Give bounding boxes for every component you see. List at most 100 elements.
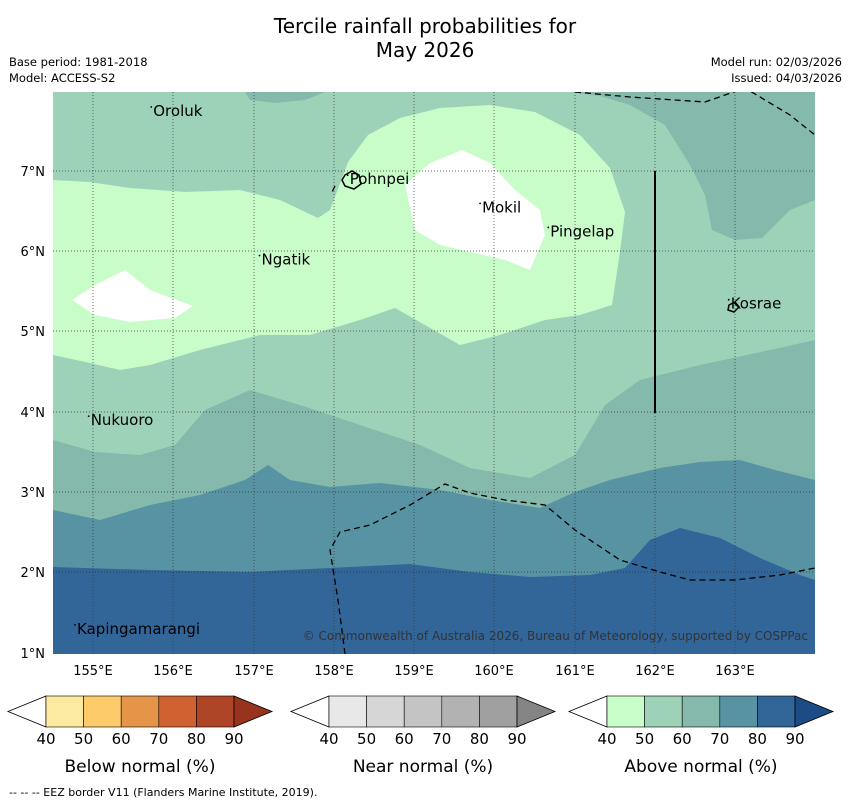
colorbar-segment (158, 695, 197, 728)
model-name: Model: ACCESS-S2 (9, 71, 116, 85)
colorbar-tick: 90 (785, 730, 804, 748)
place-label: Pohnpei (350, 170, 410, 188)
colorbar-tick: 70 (710, 730, 729, 748)
colorbar-over-triangle (794, 695, 835, 728)
x-tick-160: 160°E (474, 664, 514, 679)
colorbar-over-triangle (233, 695, 274, 728)
colorbar-label: Near normal (%) (353, 757, 493, 777)
title-line-1: Tercile rainfall probabilities for (273, 14, 577, 38)
x-tick-158: 158°E (314, 664, 354, 679)
colorbar-tick: 50 (635, 730, 654, 748)
colorbar-label: Above normal (%) (624, 757, 777, 777)
contour-60-top-patch (245, 92, 325, 103)
colorbar-under-triangle (289, 695, 330, 728)
eez-border-south (329, 483, 815, 654)
islands (341, 170, 741, 313)
place-marker (150, 106, 153, 108)
place-marker (547, 226, 550, 229)
eez-footnote: -- -- -- EEZ border V11 (Flanders Marine… (9, 786, 318, 799)
y-tick-1n: 1°N (21, 647, 46, 662)
colorbar-0: 40 50 60 70 80 90 Below normal (%) (6, 695, 274, 777)
issued-date: Issued: 04/03/2026 (731, 71, 842, 85)
colorbar-tick: 50 (74, 730, 93, 748)
x-axis-ticks: 155°E 156°E 157°E 158°E 159°E 160°E 161°… (73, 664, 755, 679)
y-tick-2n: 2°N (21, 566, 46, 581)
probability-contours (53, 92, 815, 654)
base-period: Base period: 1981-2018 (9, 55, 148, 69)
colorbar-legends: 40 50 60 70 80 90 Below normal (%) 40 50 60 70 80 90… (6, 695, 835, 777)
colorbar-segment (757, 695, 796, 728)
colorbar-tick: 80 (187, 730, 206, 748)
y-tick-5n: 5°N (21, 325, 46, 340)
colorbar-tick: 60 (395, 730, 414, 748)
colorbar-segment (196, 695, 235, 728)
colorbar-over-triangle (516, 695, 557, 728)
x-tick-163: 163°E (715, 664, 755, 679)
title-line-2: May 2026 (375, 38, 475, 62)
y-tick-3n: 3°N (21, 486, 46, 501)
colorbar-tick: 40 (597, 730, 616, 748)
y-axis-ticks: 7°N 6°N 5°N 4°N 3°N 2°N 1°N (21, 165, 46, 662)
eez-border-north (574, 92, 815, 136)
colorbar-segment (719, 695, 758, 728)
colorbar-segment (328, 695, 367, 728)
y-tick-4n: 4°N (21, 406, 46, 421)
place-label: Mokil (482, 198, 521, 216)
place-marker (74, 624, 76, 626)
colorbar-tick: 40 (36, 730, 55, 748)
meta-right: Model run: 02/03/2026 Issued: 04/03/2026 (711, 54, 842, 86)
contour-70-core-west (72, 270, 193, 322)
colorbar-tick: 80 (470, 730, 489, 748)
place-labels: Oroluk Pohnpei Mokil Pingelap Ngatik Kosrae Nu… (74, 102, 781, 638)
pohnpei-outline (341, 170, 362, 190)
eez-border-tick (331, 185, 336, 193)
x-tick-159: 159°E (394, 664, 434, 679)
colorbar-segment (479, 695, 518, 728)
colorbar-tick: 70 (432, 730, 451, 748)
colorbar-segment (644, 695, 683, 728)
colorbar-tick: 80 (748, 730, 767, 748)
place-marker (87, 415, 90, 418)
colorbar-under-triangle (567, 695, 608, 728)
eez-borders (329, 92, 815, 654)
colorbar-tick: 90 (224, 730, 243, 748)
place-marker (727, 298, 730, 301)
kosrae-outline (727, 301, 741, 313)
rainfall-map: Oroluk Pohnpei Mokil Pingelap Ngatik Kosrae Nu… (6, 92, 835, 777)
meta-left: Base period: 1981-2018 Model: ACCESS-S2 (9, 54, 148, 86)
place-label: Ngatik (262, 251, 311, 269)
colorbar-2: 40 50 60 70 80 90 Above normal (%) (567, 695, 835, 777)
colorbar-segment (606, 695, 645, 728)
x-tick-155: 155°E (73, 664, 113, 679)
colorbar-segment (366, 695, 405, 728)
place-label: Pingelap (550, 222, 614, 240)
colorbar-segment (120, 695, 160, 728)
x-tick-162: 162°E (635, 664, 675, 679)
place-label: Nukuoro (91, 411, 154, 429)
colorbar-label: Below normal (%) (65, 757, 216, 777)
place-label: Oroluk (153, 102, 202, 120)
place-label: Kapingamarangi (77, 620, 200, 638)
colorbar-tick: 50 (357, 730, 376, 748)
colorbar-tick: 90 (507, 730, 526, 748)
copyright-notice: © Commonwealth of Australia 2026, Bureau… (303, 629, 808, 643)
place-label: Kosrae (731, 295, 782, 313)
x-tick-156: 156°E (153, 664, 193, 679)
colorbar-segment (83, 695, 122, 728)
place-marker (258, 254, 261, 257)
y-tick-7n: 7°N (21, 165, 46, 180)
y-tick-6n: 6°N (21, 245, 46, 260)
contour-70-upper-right (570, 92, 815, 240)
colorbar-segment (681, 695, 721, 728)
colorbar-tick: 70 (149, 730, 168, 748)
x-tick-157: 157°E (234, 664, 274, 679)
contour-90 (53, 528, 815, 654)
map-title: Tercile rainfall probabilities for May 2… (0, 14, 850, 62)
colorbar-tick: 60 (673, 730, 692, 748)
place-marker (346, 174, 349, 177)
colorbar-tick: 60 (112, 730, 131, 748)
x-tick-161: 161°E (555, 664, 595, 679)
graticule (53, 92, 815, 654)
model-run: Model run: 02/03/2026 (710, 55, 842, 69)
colorbar-segment (403, 695, 443, 728)
